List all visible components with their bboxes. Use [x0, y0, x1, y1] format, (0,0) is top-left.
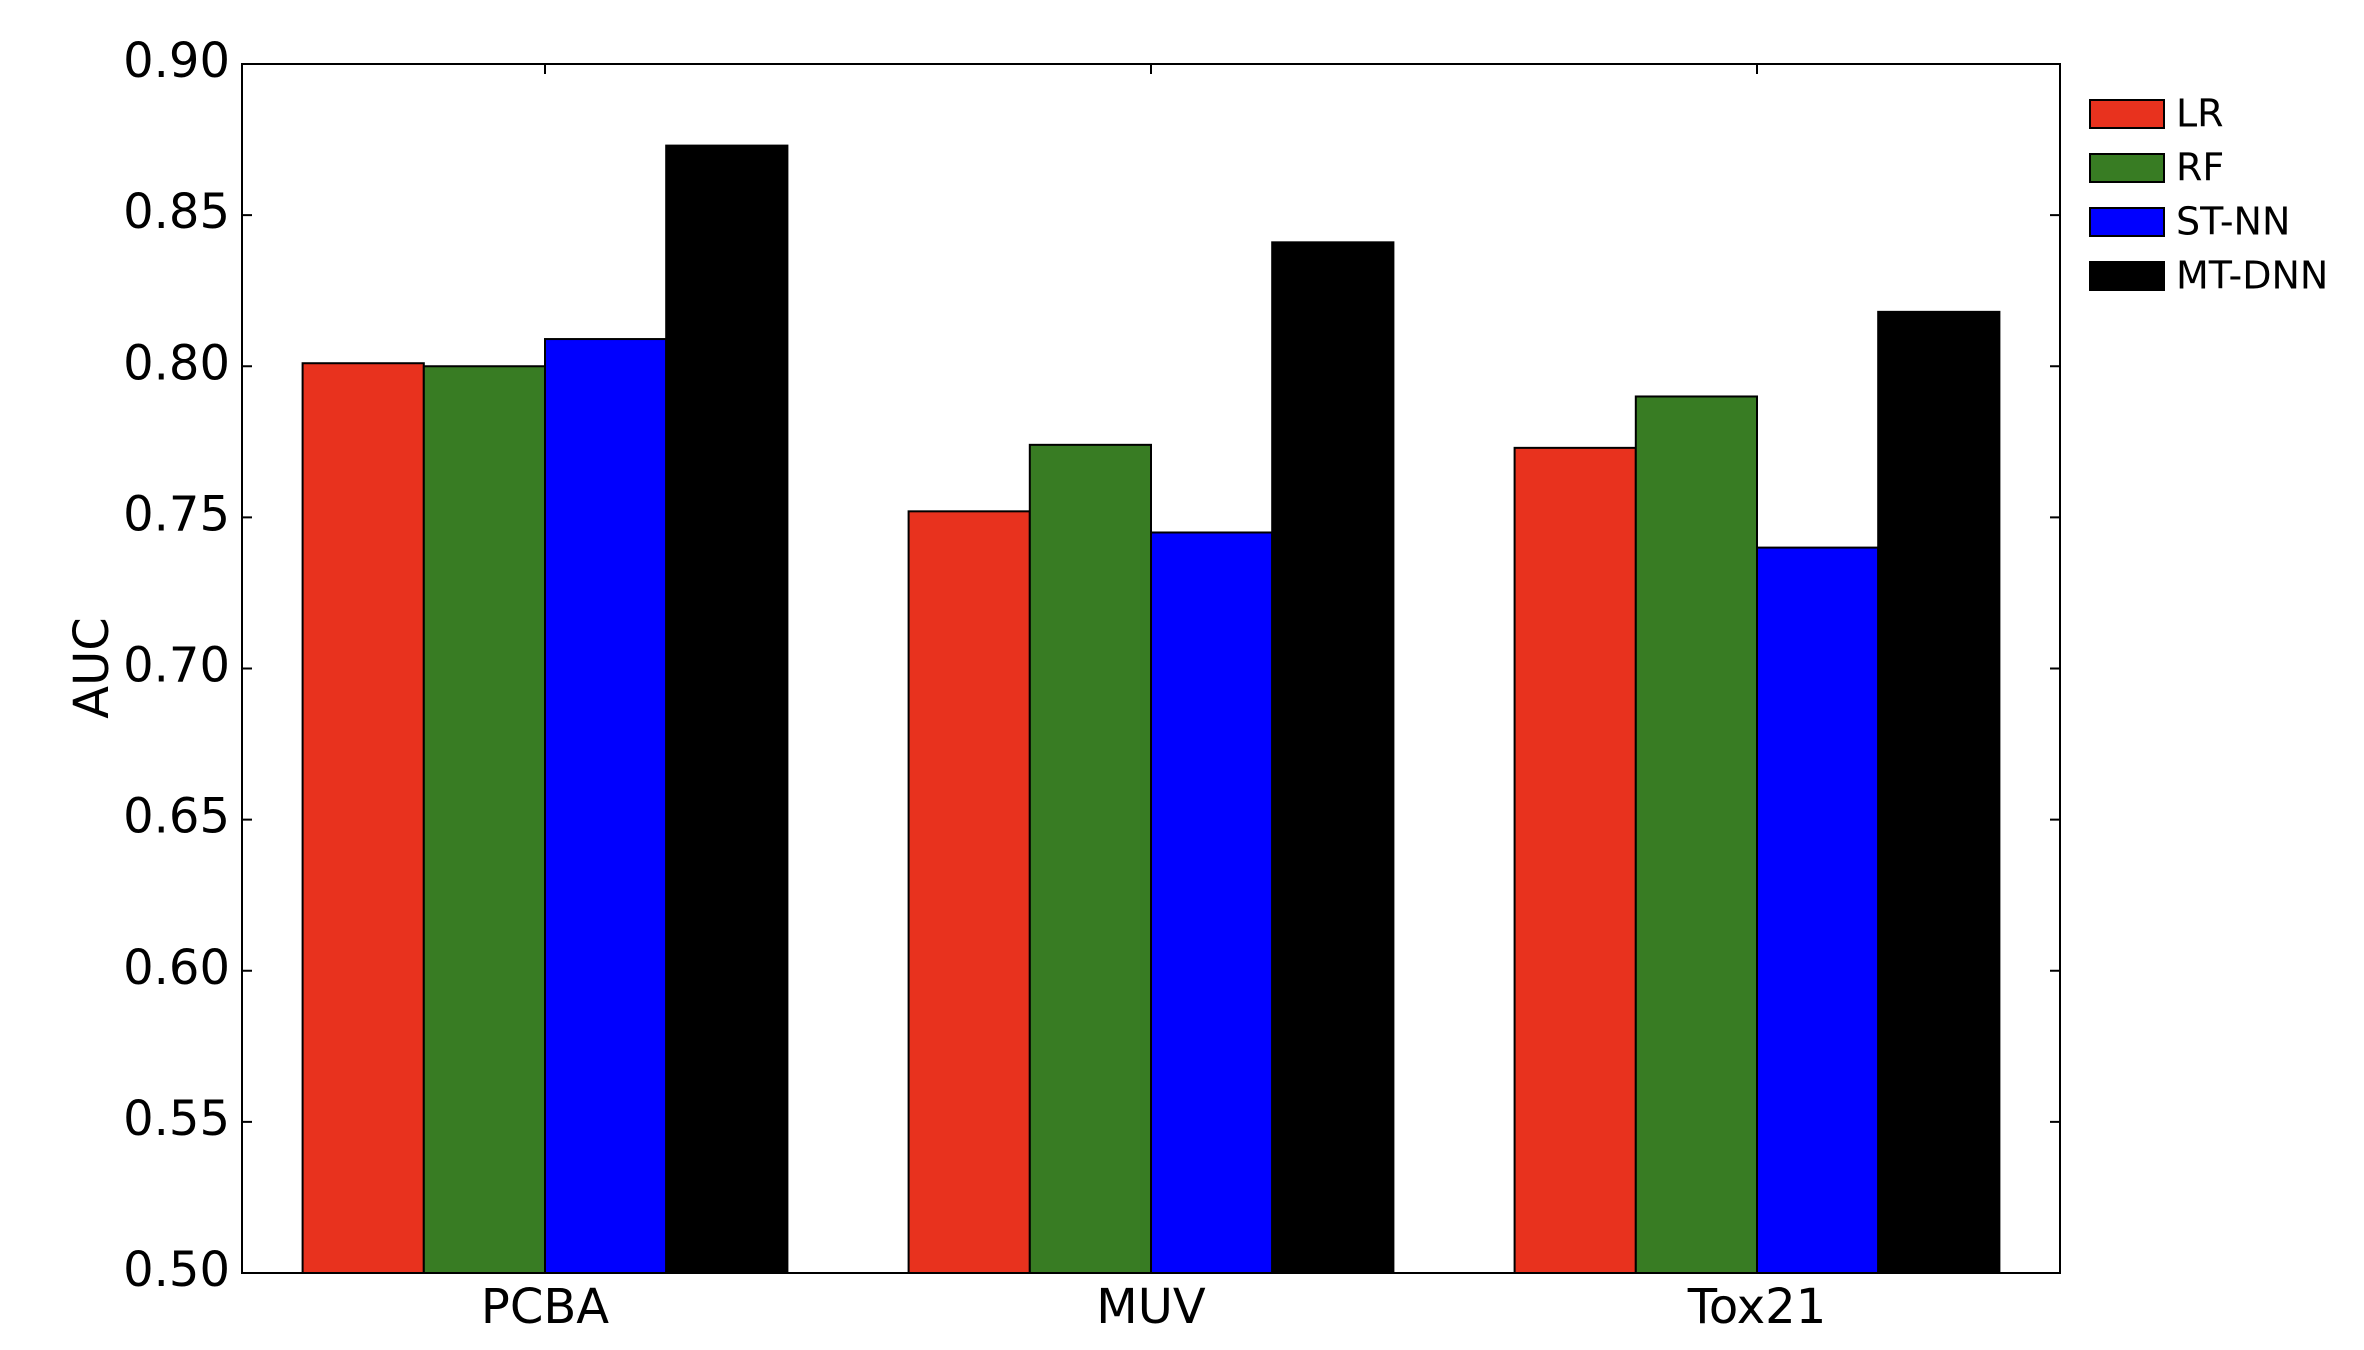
legend: LR RF ST-NN MT-DNN [2089, 92, 2328, 298]
x-tick-label: Tox21 [1687, 1279, 1827, 1335]
y-tick-label: 0.60 [123, 940, 230, 996]
legend-label-st-nn: ST-NN [2176, 200, 2290, 244]
bar-mt-dnn-tox21 [1877, 310, 2001, 1275]
y-tick-label: 0.75 [123, 486, 230, 542]
x-tick-label: MUV [1096, 1279, 1206, 1335]
bar-lr-muv [907, 510, 1031, 1274]
bar-mt-dnn-muv [1271, 241, 1395, 1274]
bar-rf-tox21 [1634, 395, 1759, 1275]
y-tick-label: 0.90 [123, 33, 230, 89]
bar-lr-tox21 [1513, 446, 1637, 1275]
legend-label-mt-dnn: MT-DNN [2176, 254, 2328, 298]
bar-rf-pcba [422, 365, 546, 1274]
y-tick-label: 0.65 [123, 789, 230, 845]
plot-frame [241, 63, 2061, 1274]
legend-label-rf: RF [2176, 146, 2224, 190]
bar-rf-muv [1028, 443, 1153, 1274]
bars-group [301, 144, 2001, 1275]
bar-st-nn-pcba [544, 338, 668, 1274]
legend-swatch-st-nn [2089, 207, 2165, 237]
y-tick-label: 0.80 [123, 335, 230, 391]
bar-lr-pcba [301, 362, 425, 1275]
y-tick-label: 0.50 [123, 1242, 230, 1298]
legend-label-lr: LR [2176, 92, 2224, 136]
x-tick-label: PCBA [481, 1279, 609, 1335]
y-axis-title: AUC [64, 617, 120, 718]
ticks-group: 0.50 0.55 0.60 0.65 0.70 0.75 0.80 0.85 0.90 PCBA… [123, 33, 2060, 1335]
legend-swatch-lr [2089, 99, 2165, 129]
legend-swatch-rf [2089, 153, 2165, 183]
y-tick-label: 0.85 [123, 184, 230, 240]
bar-mt-dnn-pcba [665, 144, 789, 1274]
bar-st-nn-tox21 [1756, 546, 1880, 1274]
legend-swatch-mt-dnn [2089, 261, 2165, 291]
y-tick-label: 0.55 [123, 1091, 230, 1147]
bar-st-nn-muv [1150, 531, 1274, 1274]
y-tick-label: 0.70 [123, 638, 230, 694]
